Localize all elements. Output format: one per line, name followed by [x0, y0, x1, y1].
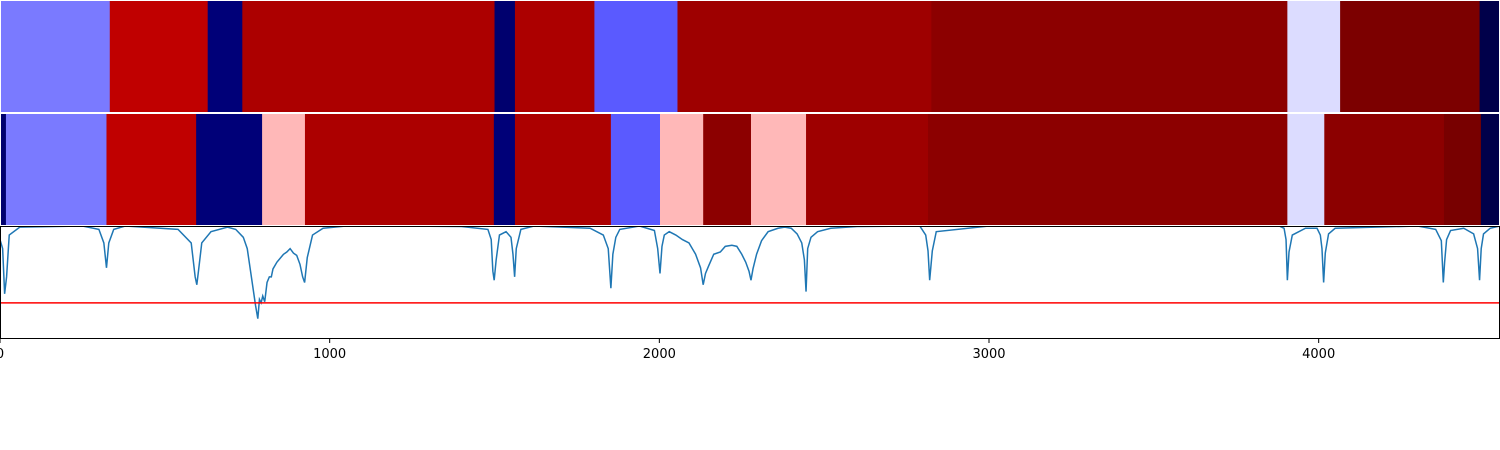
x-axis: 0 1000 2000 3000 4000: [0, 339, 1335, 362]
x-tick-label-0: 0: [0, 347, 4, 362]
heatmap-cell-0-11: [1479, 0, 1500, 113]
heatmap-cell-0-3: [242, 0, 496, 113]
panel-frame-2: [0, 226, 1500, 339]
heatmap-cell-0-7: [677, 0, 932, 113]
heatmap-cell-1-5: [304, 113, 495, 226]
heatmap-cell-1-3: [196, 113, 263, 226]
heatmap-cell-0-0: [0, 0, 111, 113]
heatmap-cell-1-13: [928, 113, 1288, 226]
heatmap-cell-1-6: [493, 113, 516, 226]
heatmap-cell-1-9: [660, 113, 704, 226]
heatmap-panel-middle: [0, 113, 1500, 226]
heatmap-cell-0-1: [109, 0, 209, 113]
line-panel: [0, 225, 1500, 319]
heatmap-cell-1-15: [1324, 113, 1445, 226]
heatmap-cell-0-2: [207, 0, 243, 113]
heatmap-cell-0-5: [514, 0, 595, 113]
heatmap-cell-0-9: [1287, 0, 1341, 113]
heatmap-cell-0-10: [1340, 0, 1481, 113]
heatmap-cell-1-17: [1480, 113, 1500, 226]
heatmap-cell-1-8: [610, 113, 661, 226]
heatmap-cell-1-10: [703, 113, 752, 226]
x-tick-label-3000: 3000: [972, 347, 1005, 362]
heatmap-cell-0-6: [594, 0, 679, 113]
heatmap-cell-1-14: [1287, 113, 1325, 226]
heatmap-cell-1-11: [750, 113, 807, 226]
heatmap-panel-top: [0, 0, 1500, 113]
heatmap-cell-1-0: [0, 113, 7, 226]
heatmap-cell-0-8: [931, 0, 1288, 113]
heatmap-cell-1-4: [262, 113, 306, 226]
heatmap-cell-1-12: [806, 113, 929, 226]
heatmap-cell-1-1: [5, 113, 108, 226]
heatmap-cell-0-4: [494, 0, 516, 113]
x-tick-label-4000: 4000: [1302, 347, 1335, 362]
x-tick-label-2000: 2000: [643, 347, 676, 362]
line-series: [0, 225, 1500, 319]
x-tick-label-1000: 1000: [313, 347, 346, 362]
heatmap-cell-1-2: [106, 113, 197, 226]
heatmap-cell-1-7: [514, 113, 612, 226]
heatmap-cell-1-16: [1443, 113, 1482, 226]
